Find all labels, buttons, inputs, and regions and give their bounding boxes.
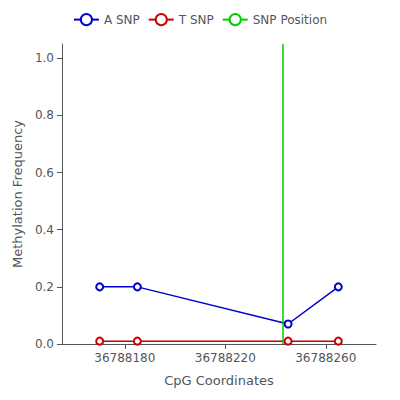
svg-text:0.4: 0.4 bbox=[35, 223, 54, 237]
svg-text:0.2: 0.2 bbox=[35, 280, 54, 294]
svg-text:0.8: 0.8 bbox=[35, 108, 54, 122]
svg-text:0.6: 0.6 bbox=[35, 166, 54, 180]
svg-text:CpG Coordinates: CpG Coordinates bbox=[164, 373, 274, 388]
svg-text:Methylation Frequency: Methylation Frequency bbox=[10, 120, 25, 268]
svg-text:T SNP: T SNP bbox=[178, 13, 214, 27]
svg-text:0.0: 0.0 bbox=[35, 337, 54, 351]
svg-text:A SNP: A SNP bbox=[104, 13, 140, 27]
svg-text:36788220: 36788220 bbox=[195, 351, 256, 365]
svg-text:36788180: 36788180 bbox=[94, 351, 155, 365]
svg-text:1.0: 1.0 bbox=[35, 51, 54, 65]
svg-text:36788260: 36788260 bbox=[295, 351, 356, 365]
svg-text:SNP Position: SNP Position bbox=[253, 13, 327, 27]
